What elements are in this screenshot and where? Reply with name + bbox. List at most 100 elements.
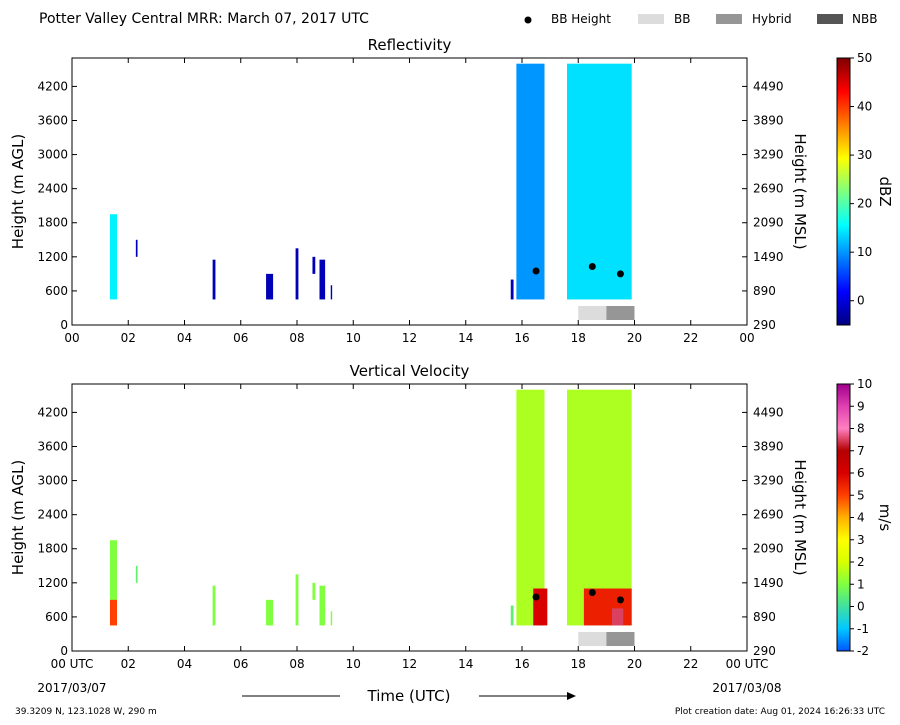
- echo-cell-3: [212, 585, 216, 626]
- x-date-left: 2017/03/07: [37, 681, 106, 695]
- x-tick-label: 16: [514, 657, 529, 671]
- echo-cell-9: [510, 605, 514, 626]
- bb-type-bar-0: [578, 306, 607, 320]
- colorbar-tick-label: -2: [857, 644, 869, 658]
- legend-bb-height-label: BB Height: [551, 12, 611, 26]
- y-tick-label-right: 4490: [753, 79, 784, 93]
- x-tick-label: 22: [683, 657, 698, 671]
- x-tick-label: 18: [571, 657, 586, 671]
- echo-cell-7: [319, 585, 326, 626]
- x-tick-label: 18: [571, 331, 586, 345]
- legend-nbb-label: NBB: [852, 12, 877, 26]
- y-tick-label: 1800: [37, 542, 68, 556]
- colorbar-tick-label: 5: [857, 488, 865, 502]
- echo-cell-0: [109, 214, 117, 300]
- x-tick-label: 08: [289, 331, 304, 345]
- colorbar-tick-label: 2: [857, 555, 865, 569]
- legend-hybrid-swatch: [716, 14, 742, 24]
- y-tick-label-right: 3890: [753, 439, 784, 453]
- x-tick-label: 14: [458, 657, 473, 671]
- x-tick-label: 16: [514, 331, 529, 345]
- colorbar-tick-label: 0: [857, 600, 865, 614]
- legend-hybrid-label: Hybrid: [752, 12, 792, 26]
- echo-cell-0: [109, 540, 117, 626]
- colorbar-tick-label: 50: [857, 51, 872, 65]
- colorbar-tick-label: 6: [857, 466, 865, 480]
- y-tick-label: 3600: [37, 113, 68, 127]
- y-axis-label: Height (m AGL): [9, 134, 27, 249]
- y-tick-label: 600: [45, 610, 68, 624]
- echo-cell-8: [510, 279, 514, 300]
- echo-cell-7: [330, 285, 333, 300]
- x-tick-label: 22: [683, 331, 698, 345]
- x-tick-label: 02: [121, 331, 136, 345]
- y-tick-label-right: 3890: [753, 113, 784, 127]
- colorbar-tick-label: 40: [857, 100, 872, 114]
- colorbar: [836, 57, 851, 326]
- y-tick-label: 4200: [37, 405, 68, 419]
- header-legend: BB Height BB Hybrid NBB: [524, 12, 877, 26]
- x-axis-label: Time (UTC): [367, 687, 451, 705]
- x-tick-label: 14: [458, 331, 473, 345]
- colorbar-tick-label: 20: [857, 197, 872, 211]
- x-tick-label: 00: [64, 331, 79, 345]
- y-tick-label-right: 2690: [753, 182, 784, 196]
- x-tick-label: 04: [177, 657, 192, 671]
- echo-cell-3: [266, 273, 274, 300]
- y-tick-label: 4200: [37, 79, 68, 93]
- echo-cell-2: [212, 259, 216, 300]
- figure-title: Potter Valley Central MRR: March 07, 201…: [39, 11, 369, 27]
- bb-height-point-2: [616, 270, 624, 278]
- y-tick-label-right: 890: [753, 284, 776, 298]
- echo-cell-6: [319, 259, 326, 300]
- y-tick-label-right: 3290: [753, 474, 784, 488]
- y-tick-label-right: 2090: [753, 216, 784, 230]
- colorbar: [836, 383, 851, 652]
- panel-title: Reflectivity: [368, 36, 452, 54]
- y-tick-label-right: 2690: [753, 508, 784, 522]
- colorbar-tick-label: 10: [857, 245, 872, 259]
- y-tick-label-right: 3290: [753, 148, 784, 162]
- y-tick-label: 3000: [37, 474, 68, 488]
- echo-cell-4: [266, 599, 274, 626]
- x-tick-label: 06: [233, 331, 248, 345]
- bb-height-point-1: [588, 588, 596, 596]
- echo-cell-2: [135, 565, 138, 583]
- plot-area: [72, 58, 747, 325]
- plot-creation-date: Plot creation date: Aug 01, 2024 16:26:3…: [675, 707, 885, 717]
- legend-bb-height-marker: [524, 16, 532, 24]
- colorbar-label: m/s: [876, 504, 894, 532]
- echo-cell-9: [516, 63, 545, 300]
- echo-cell-10: [567, 63, 632, 300]
- x-tick-label: 04: [177, 331, 192, 345]
- legend-bb-label: BB: [674, 12, 690, 26]
- legend-bb-swatch: [638, 14, 664, 24]
- bb-height-point-2: [616, 596, 624, 604]
- y-tick-label: 1800: [37, 216, 68, 230]
- y-axis-label-right: Height (m MSL): [791, 459, 809, 575]
- y-tick-label: 3000: [37, 148, 68, 162]
- echo-cell-5: [312, 256, 316, 274]
- echo-cell-4: [295, 248, 299, 300]
- echo-cell-6: [312, 582, 316, 600]
- colorbar-tick-label: -1: [857, 622, 869, 636]
- echo-cell-5: [295, 574, 299, 626]
- y-axis-label-right: Height (m MSL): [791, 133, 809, 249]
- y-tick-label: 3600: [37, 439, 68, 453]
- colorbar-tick-label: 4: [857, 511, 865, 525]
- x-tick-label: 10: [346, 331, 361, 345]
- x-tick-label: 00: [739, 331, 754, 345]
- colorbar-tick-label: 0: [857, 294, 865, 308]
- x-date-right: 2017/03/08: [712, 681, 781, 695]
- x-tick-label: 20: [627, 657, 642, 671]
- y-tick-label: 1200: [37, 576, 68, 590]
- y-tick-label-right: 4490: [753, 405, 784, 419]
- y-tick-label: 2400: [37, 182, 68, 196]
- x-tick-label: 20: [627, 331, 642, 345]
- bb-type-bar-1: [606, 306, 635, 320]
- y-tick-label-right: 890: [753, 610, 776, 624]
- bb-type-bar-1: [606, 632, 635, 646]
- colorbar-tick-label: 30: [857, 148, 872, 162]
- y-tick-label-right: 2090: [753, 542, 784, 556]
- colorbar-label: dBZ: [876, 176, 894, 206]
